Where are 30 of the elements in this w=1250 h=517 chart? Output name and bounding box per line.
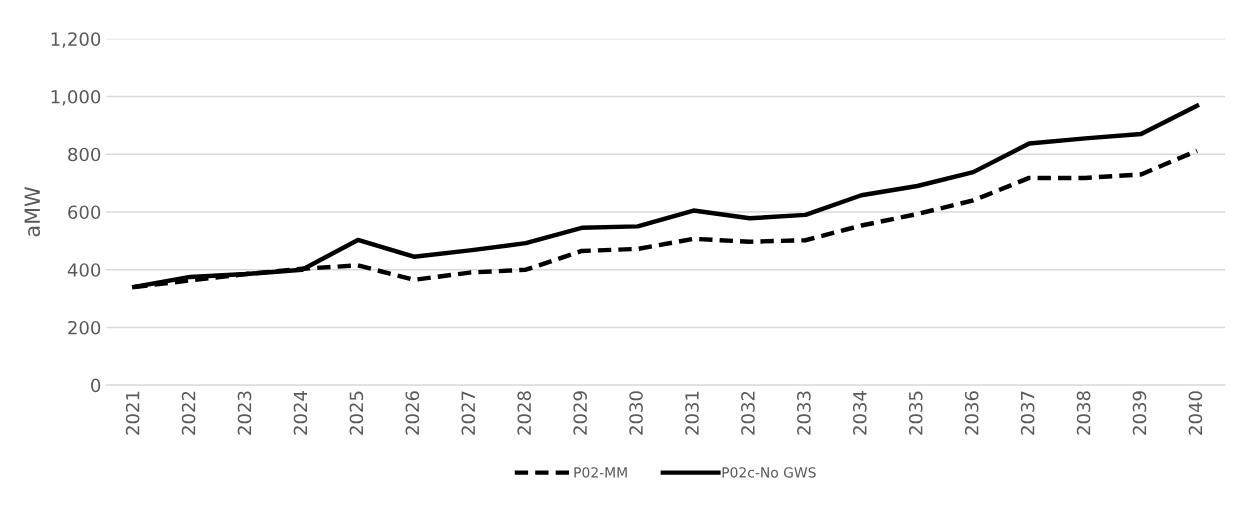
x-tick-label: 2035: [908, 391, 923, 435]
x-tick-label: 2029: [573, 391, 587, 435]
x-tick-label: 2034: [852, 391, 867, 435]
y-tick-label: 400: [67, 263, 101, 277]
x-tick-label: 2027: [461, 391, 476, 435]
x-tick-label: 2023: [237, 391, 252, 435]
x-tick-label: 2033: [797, 391, 811, 435]
y-tick-label: 1,200: [51, 32, 101, 48]
y-tick-label: 600: [68, 205, 101, 220]
y-tick-label: 200: [68, 320, 101, 335]
x-tick-label: 2036: [964, 391, 979, 435]
x-tick-label: 2024: [293, 391, 308, 435]
x-tick-label: 2030: [629, 391, 643, 435]
x-tick-label: 2032: [741, 391, 755, 435]
x-tick-label: 2031: [685, 391, 699, 435]
y-tick-label: 800: [68, 147, 101, 162]
y-tick-label: 1,000: [51, 89, 101, 106]
y-axis-title: aMW: [24, 186, 41, 237]
y-tick-label: 0: [91, 378, 101, 393]
x-tick-label: 2026: [405, 391, 420, 435]
x-tick-label: 2037: [1020, 391, 1035, 435]
x-tick-label: 2025: [349, 391, 364, 435]
x-tick-label: 2022: [181, 391, 196, 435]
x-tick-label: 2028: [517, 391, 532, 435]
x-tick-label: 2021: [125, 391, 140, 435]
x-tick-label: 2040: [1188, 391, 1203, 435]
legend-label: P02-MM: [574, 467, 627, 478]
x-tick-label: 2038: [1076, 391, 1091, 435]
x-tick-label: 2039: [1132, 391, 1147, 435]
legend-label: P02c-No GWS: [722, 467, 816, 478]
